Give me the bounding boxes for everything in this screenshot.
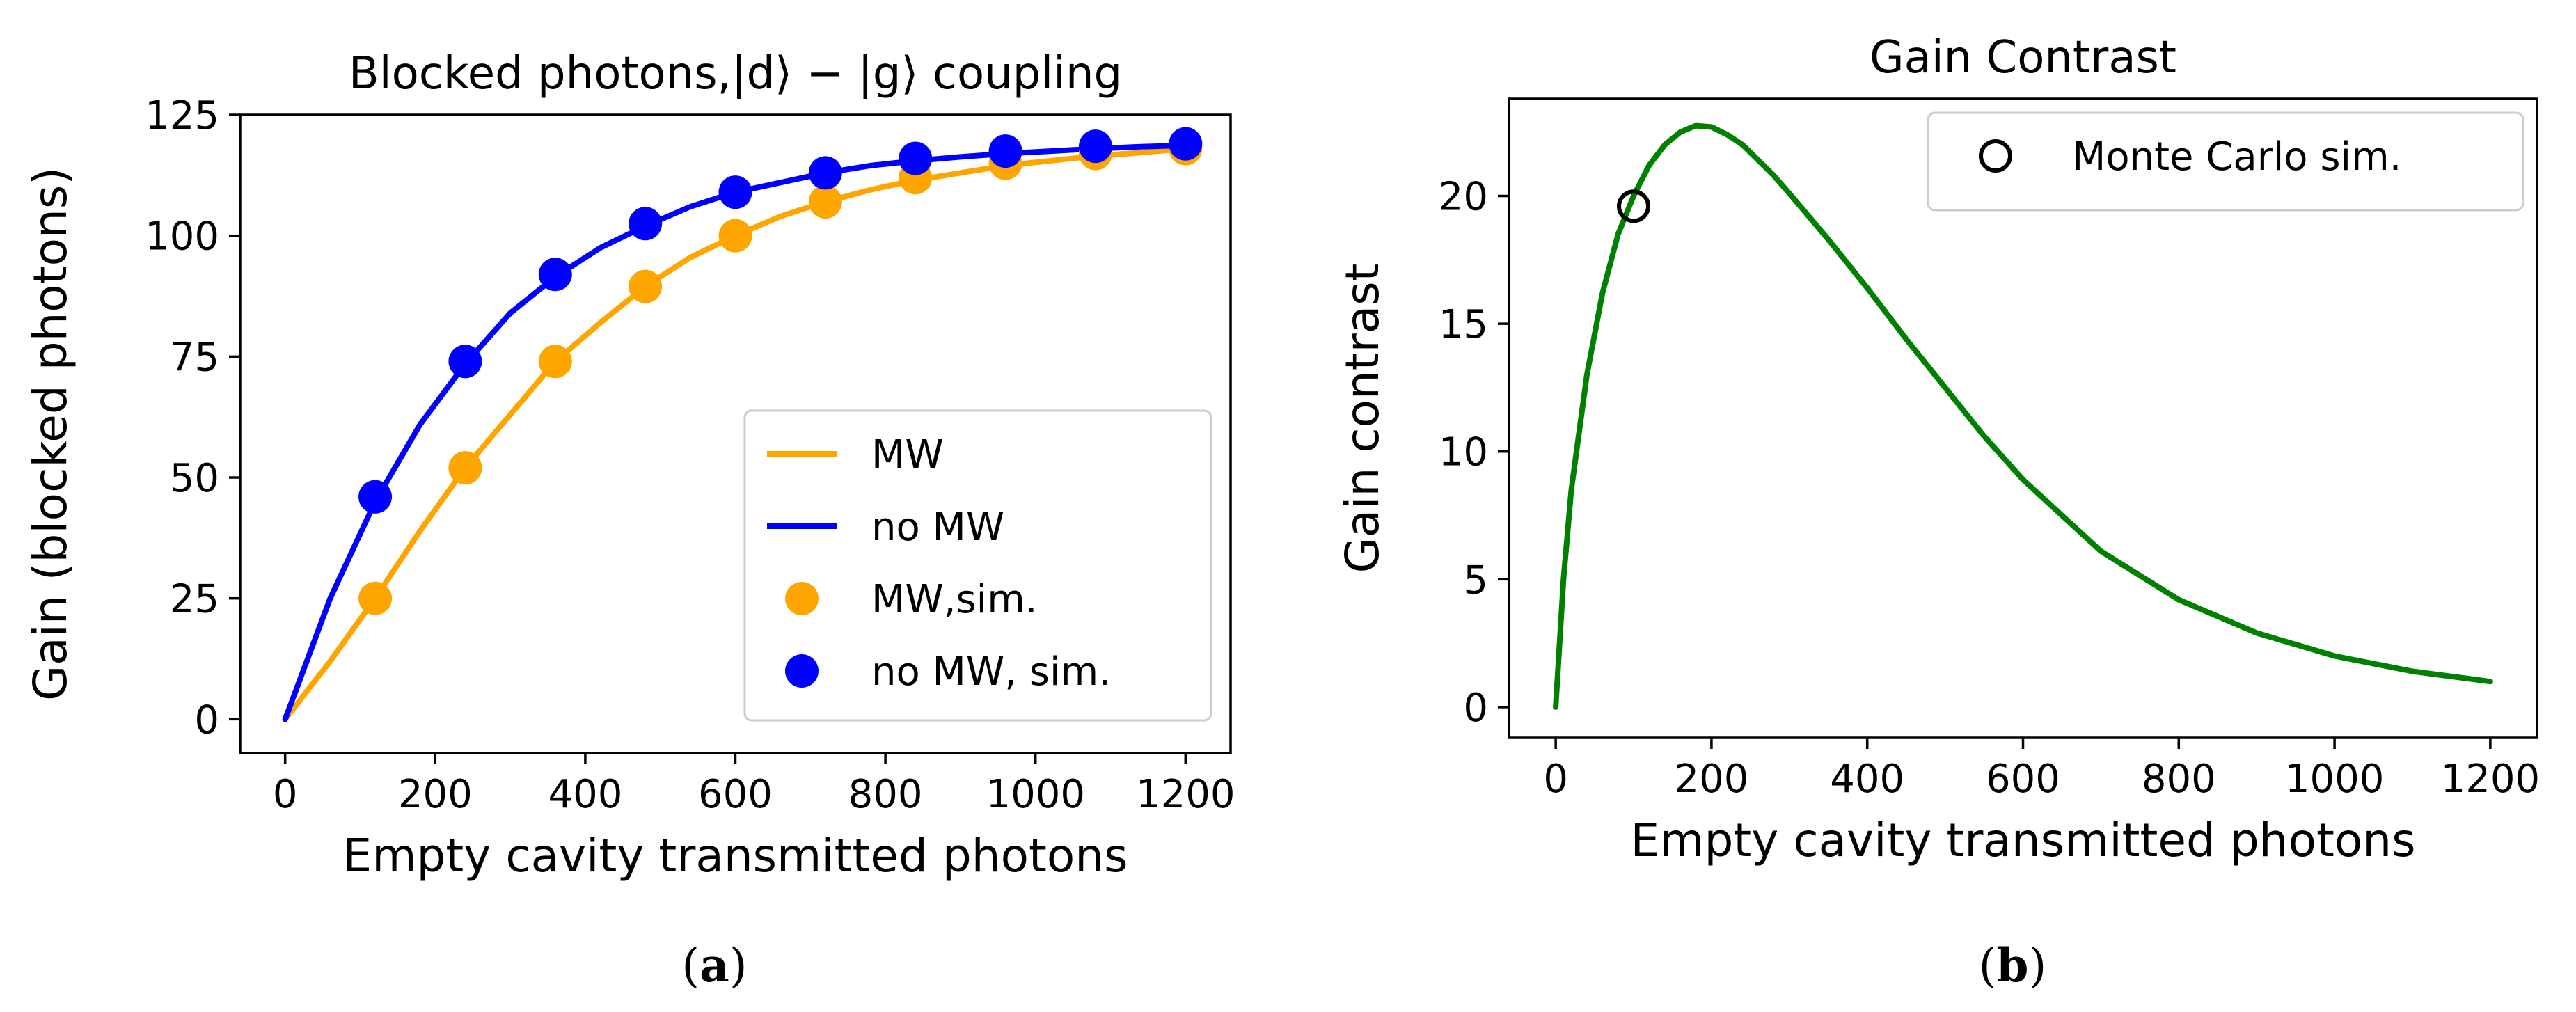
y-axis-label: Gain (blocked photons) bbox=[24, 167, 77, 701]
legend-label: Monte Carlo sim. bbox=[2072, 134, 2401, 180]
plot-marks bbox=[1553, 122, 2493, 710]
x-tick-label: 0 bbox=[273, 772, 298, 817]
panel-b: Gain Contrast 0 200 400 600 800 1000 1200 0 5 10 1… bbox=[1336, 32, 2540, 993]
data-point bbox=[1078, 129, 1112, 164]
data-point bbox=[718, 175, 752, 209]
data-point bbox=[448, 345, 482, 379]
x-tick-label: 0 bbox=[1543, 757, 1568, 802]
panel-label: (b) bbox=[1979, 938, 2047, 993]
y-tick-label: 20 bbox=[1439, 175, 1488, 220]
axes: 0 200 400 600 800 1000 1200 0 25 50 75 100 125 bbox=[145, 93, 1235, 817]
data-point bbox=[808, 156, 842, 190]
x-tick-label: 800 bbox=[2142, 757, 2216, 802]
data-point bbox=[358, 581, 393, 615]
legend-label: no MW, sim. bbox=[871, 649, 1111, 695]
data-point bbox=[358, 480, 393, 514]
panel-label: (a) bbox=[681, 938, 747, 993]
x-tick-label: 600 bbox=[698, 772, 773, 817]
legend-swatch bbox=[785, 654, 819, 688]
y-tick-label: 100 bbox=[145, 214, 219, 260]
y-axis-label: Gain contrast bbox=[1336, 264, 1389, 574]
data-point bbox=[629, 269, 663, 303]
y-tick-label: 0 bbox=[194, 697, 219, 743]
panel-a: Blocked photons,|d⟩ − |g⟩ coupling 0 200 4… bbox=[24, 48, 1235, 993]
x-tick-label: 200 bbox=[398, 772, 473, 817]
x-axis-label: Empty cavity transmitted photons bbox=[343, 829, 1128, 883]
data-point bbox=[448, 451, 482, 485]
legend-swatch bbox=[1979, 139, 2012, 173]
data-point bbox=[538, 258, 572, 292]
y-tick-label: 0 bbox=[1463, 686, 1488, 731]
plot-marks bbox=[282, 127, 1203, 722]
x-axis-label: Empty cavity transmitted photons bbox=[1631, 814, 2416, 867]
data-point bbox=[1617, 189, 1651, 223]
data-point bbox=[629, 207, 663, 241]
legend-label: MW,sim. bbox=[871, 577, 1038, 622]
x-tick-label: 1200 bbox=[2441, 757, 2541, 802]
legend-label: MW bbox=[871, 432, 944, 477]
legend-label: no MW bbox=[871, 505, 1004, 550]
data-point bbox=[718, 219, 752, 253]
data-point bbox=[538, 345, 572, 379]
x-tick-label: 1000 bbox=[986, 772, 1085, 817]
legend: MW no MW MW,sim. no MW, sim. bbox=[743, 409, 1212, 722]
legend-frame bbox=[743, 409, 1212, 722]
y-tick-label: 5 bbox=[1463, 558, 1488, 603]
x-tick-label: 1200 bbox=[1136, 772, 1235, 817]
legend-frame bbox=[1927, 111, 2524, 212]
y-tick-label: 50 bbox=[170, 456, 219, 501]
x-tick-label: 800 bbox=[848, 772, 923, 817]
axes: 0 200 400 600 800 1000 1200 0 5 10 15 20 bbox=[1439, 97, 2541, 802]
data-point bbox=[1169, 127, 1203, 161]
y-tick-label: 75 bbox=[170, 335, 219, 380]
x-tick-label: 400 bbox=[1830, 757, 1904, 802]
chart-title: Blocked photons,|d⟩ − |g⟩ coupling bbox=[349, 48, 1122, 100]
series-line-0 bbox=[1553, 122, 2493, 710]
legend: Monte Carlo sim. bbox=[1927, 111, 2524, 212]
x-tick-label: 200 bbox=[1674, 757, 1748, 802]
data-point bbox=[899, 141, 933, 175]
x-tick-label: 600 bbox=[1986, 757, 2060, 802]
y-tick-label: 125 bbox=[145, 93, 219, 139]
x-tick-label: 1000 bbox=[2285, 757, 2385, 802]
y-tick-label: 15 bbox=[1439, 302, 1488, 347]
data-point bbox=[808, 185, 842, 219]
chart-title: Gain Contrast bbox=[1870, 32, 2176, 84]
x-tick-label: 400 bbox=[548, 772, 622, 817]
y-tick-label: 10 bbox=[1439, 430, 1488, 475]
data-point bbox=[988, 134, 1022, 168]
legend-swatch bbox=[785, 582, 819, 615]
y-tick-label: 25 bbox=[170, 577, 219, 622]
